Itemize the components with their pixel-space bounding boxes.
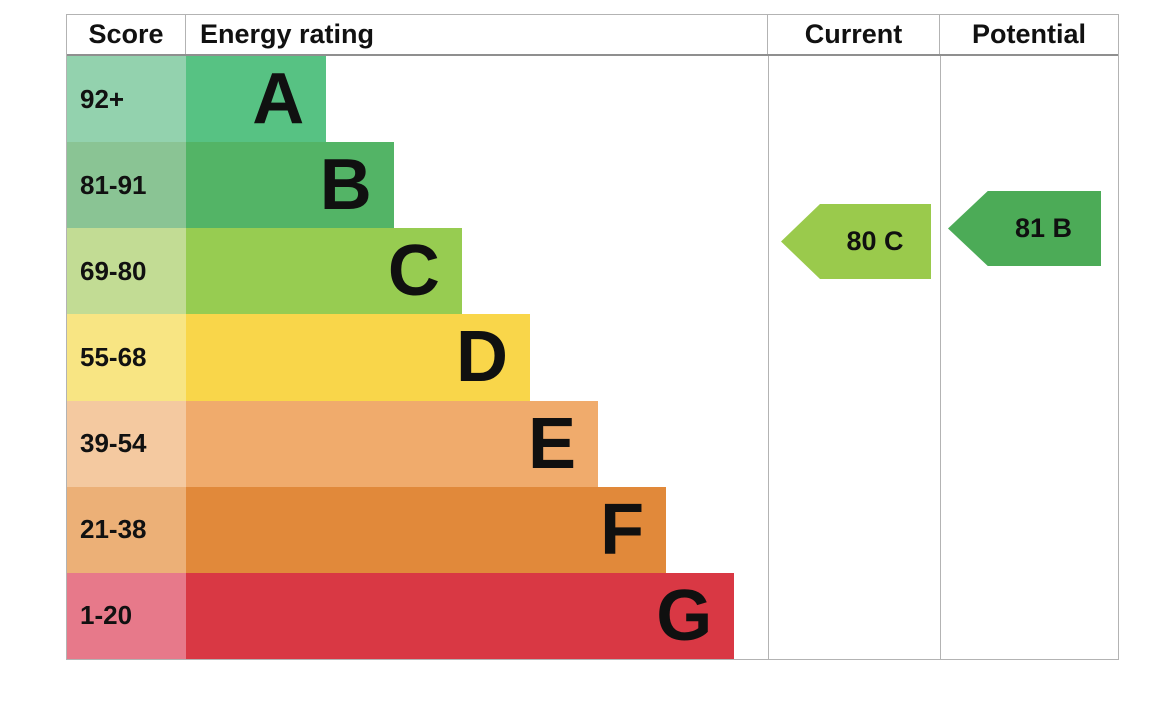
header-potential: Potential bbox=[971, 19, 1086, 49]
header-energy-rating: Energy rating bbox=[186, 15, 768, 54]
band-bar-a: A bbox=[186, 56, 327, 143]
score-range-d: 55-68 bbox=[67, 314, 186, 401]
band-row-g: 1-20 G bbox=[67, 572, 1118, 659]
band-bar-e: E bbox=[186, 400, 599, 487]
epc-rating-table: Score Energy rating Current Potential 92… bbox=[66, 14, 1119, 660]
band-bar-g: G bbox=[186, 572, 735, 659]
band-bar-f: F bbox=[186, 486, 667, 573]
current-rating-label: 80 C bbox=[846, 226, 904, 256]
band-letter-c: C bbox=[387, 231, 440, 312]
header-current: Current bbox=[768, 15, 940, 54]
current-column-divider bbox=[768, 56, 769, 659]
header-score: Score bbox=[67, 15, 186, 54]
band-letter-f: F bbox=[600, 489, 645, 570]
score-range-a: 92+ bbox=[67, 56, 186, 143]
band-letter-a: A bbox=[252, 59, 305, 140]
band-row-a: 92+ A bbox=[67, 56, 1118, 143]
band-letter-g: G bbox=[656, 575, 713, 656]
score-range-c: 69-80 bbox=[67, 228, 186, 315]
band-letter-e: E bbox=[528, 403, 577, 484]
band-row-c: 69-80 C bbox=[67, 228, 1118, 315]
band-bar-b: B bbox=[186, 142, 394, 229]
band-letter-d: D bbox=[455, 317, 508, 398]
table-header-row: Score Energy rating Current Potential bbox=[67, 15, 1118, 56]
potential-column-divider bbox=[940, 56, 941, 659]
score-range-f: 21-38 bbox=[67, 486, 186, 573]
band-rows-area: 92+ A 81-91 B 69-80 C 55-68 D 39-54 E 21… bbox=[67, 56, 1118, 659]
band-row-e: 39-54 E bbox=[67, 400, 1118, 487]
band-row-b: 81-91 B bbox=[67, 142, 1118, 229]
band-bar-d: D bbox=[186, 314, 530, 401]
band-letter-b: B bbox=[319, 145, 372, 226]
potential-rating-label: 81 B bbox=[1014, 213, 1073, 243]
band-bar-c: C bbox=[186, 228, 462, 315]
score-range-e: 39-54 bbox=[67, 400, 186, 487]
score-range-g: 1-20 bbox=[67, 572, 186, 659]
score-range-b: 81-91 bbox=[67, 142, 186, 229]
band-row-f: 21-38 F bbox=[67, 486, 1118, 573]
band-row-d: 55-68 D bbox=[67, 314, 1118, 401]
